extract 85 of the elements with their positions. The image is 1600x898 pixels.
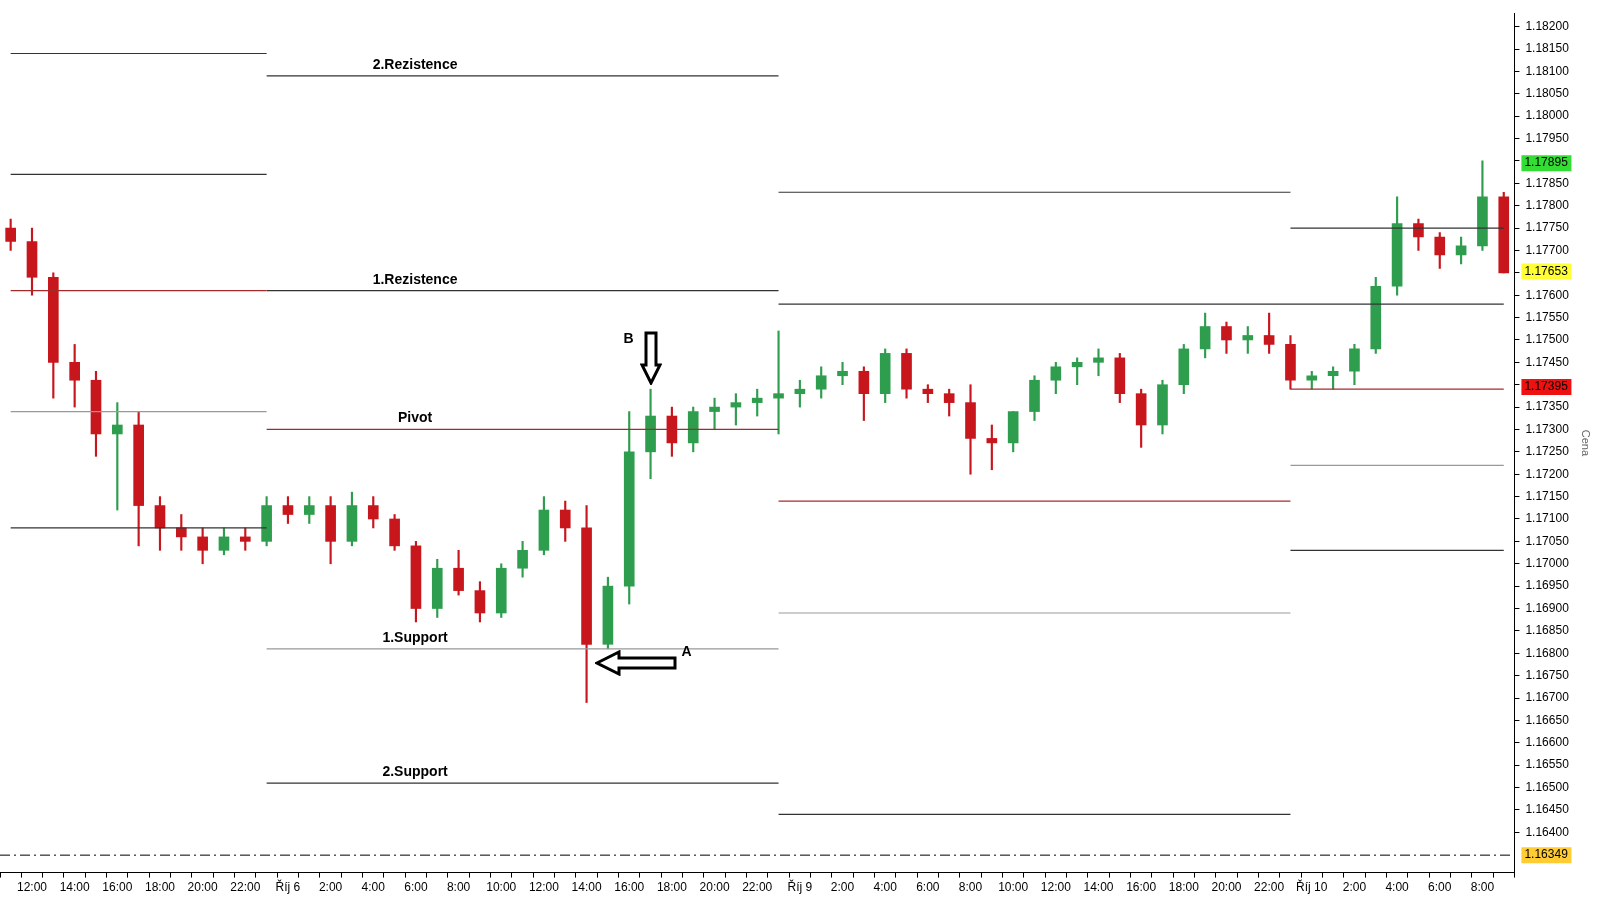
y-tick-label: 1.16700 (1525, 690, 1570, 705)
x-tick-label: 2:00 (830, 880, 855, 895)
text: 1.17653 (1524, 263, 1569, 278)
candlestick (837, 362, 848, 386)
x-tick-label: 8:00 (958, 880, 983, 895)
candlestick (1093, 348, 1104, 377)
text: 1.17395 (1524, 379, 1569, 394)
x-tick-label: 6:00 (1428, 880, 1452, 895)
y-tick-label: 1.17050 (1525, 533, 1570, 548)
y-tick-label: 1.17000 (1525, 556, 1570, 571)
x-tick-label: 12:00 (528, 880, 560, 895)
x-tick-label: 10:00 (486, 880, 517, 895)
text: 1.17895 (1524, 155, 1569, 170)
y-tick-label: 1.16600 (1525, 735, 1570, 750)
y-tick-label: 1.17750 (1525, 220, 1570, 235)
x-tick-label: 10:00 (998, 880, 1029, 895)
y-tick-label: 1.18050 (1525, 86, 1570, 101)
x-tick-label: 18:00 (1168, 880, 1200, 895)
x-tick-label: 16:00 (1126, 880, 1157, 895)
y-tick-label: 1.17600 (1525, 287, 1570, 302)
x-tick-label: 14:00 (571, 880, 602, 895)
x-tick-label: 6:00 (916, 880, 940, 895)
y-tick-label: 1.16800 (1525, 645, 1570, 660)
y-tick-label: 1.16750 (1525, 667, 1570, 682)
x-tick-label: 16:00 (614, 880, 645, 895)
y-tick-label: 1.18200 (1525, 18, 1570, 33)
y-tick-label: 1.17200 (1525, 466, 1570, 481)
x-tick-label: Říj 9 (787, 879, 813, 895)
x-tick-label: 2:00 (318, 880, 343, 895)
x-tick-label: 12:00 (16, 880, 48, 895)
y-tick-label: 1.16950 (1525, 578, 1570, 593)
series-label: 1.Support (382, 628, 449, 645)
y-tick-label: 1.18150 (1525, 41, 1570, 56)
y-tick-label: 1.17100 (1525, 511, 1570, 526)
series-label: 2.Rezistence (372, 55, 458, 72)
x-tick-label: Říj 10 (1296, 879, 1328, 895)
series-label: 2.Support (382, 762, 449, 779)
x-tick-label: 18:00 (144, 880, 176, 895)
y-tick-label: 1.17150 (1525, 488, 1570, 503)
x-tick-label: 22:00 (742, 880, 773, 895)
y-tick-label: 1.16900 (1525, 600, 1570, 615)
y-tick-label: 1.17850 (1525, 175, 1570, 190)
y-tick-label: 1.16850 (1525, 623, 1570, 638)
x-tick-label: 20:00 (187, 880, 218, 895)
y-tick-label: 1.16550 (1525, 757, 1570, 772)
x-tick-label: 12:00 (1040, 880, 1072, 895)
annotation: A (681, 643, 692, 660)
y-tick-label: 1.16450 (1525, 802, 1570, 817)
y-tick-label: 1.16500 (1525, 779, 1570, 794)
y-tick-label: 1.16650 (1525, 712, 1570, 727)
ref-line-label: 1.16349 (1524, 847, 1569, 862)
x-tick-label: 4:00 (1385, 880, 1410, 895)
x-tick-label: 8:00 (1470, 880, 1495, 895)
y-tick-label: 1.17350 (1525, 399, 1570, 414)
x-tick-label: 16:00 (102, 880, 133, 895)
x-tick-label: 14:00 (1083, 880, 1114, 895)
x-tick-label: 14:00 (59, 880, 90, 895)
series-label: 1.Rezistence (372, 270, 458, 287)
y-tick-label: 1.17550 (1525, 309, 1570, 324)
x-tick-label: 4:00 (361, 880, 386, 895)
x-tick-label: 8:00 (446, 880, 471, 895)
x-tick-label: 2:00 (1342, 880, 1367, 895)
y-tick-label: 1.17250 (1525, 444, 1570, 459)
y-tick-label: 1.17950 (1525, 130, 1570, 145)
x-tick-label: 22:00 (1254, 880, 1285, 895)
annotation: B (623, 330, 634, 347)
y-tick-label: 1.17450 (1525, 354, 1570, 369)
y-tick-label: 1.16400 (1525, 824, 1570, 839)
y-axis-title: Cena (1580, 429, 1593, 457)
y-tick-label: 1.18000 (1525, 108, 1570, 123)
x-tick-label: 22:00 (230, 880, 261, 895)
x-tick-label: 18:00 (656, 880, 688, 895)
y-tick-label: 1.18100 (1525, 63, 1570, 78)
y-tick-label: 1.17500 (1525, 332, 1570, 347)
y-tick-label: 1.17300 (1525, 421, 1570, 436)
x-tick-label: 20:00 (699, 880, 730, 895)
y-tick-label: 1.17700 (1525, 242, 1570, 257)
x-tick-label: Říj 6 (275, 879, 301, 895)
y-tick-label: 1.17800 (1525, 197, 1570, 212)
x-tick-label: 20:00 (1211, 880, 1242, 895)
candlestick (709, 397, 720, 430)
x-tick-label: 4:00 (873, 880, 898, 895)
series-label: Pivot (397, 409, 433, 426)
candlestick (773, 330, 784, 435)
x-tick-label: 6:00 (404, 880, 428, 895)
